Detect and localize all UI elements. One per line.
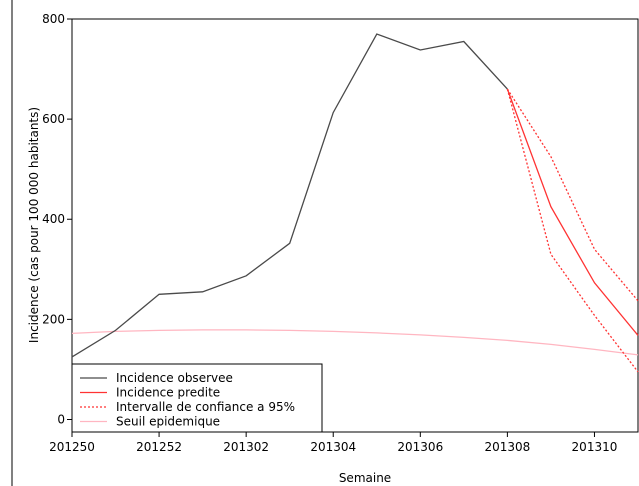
- y-tick-label: 0: [57, 412, 65, 426]
- x-tick-label: 201304: [310, 440, 356, 454]
- x-tick-label: 201302: [223, 440, 269, 454]
- y-tick-label: 800: [42, 12, 65, 26]
- series-line-confidence-bound: [506, 88, 639, 302]
- y-axis-title: Incidence (cas pour 100 000 habitants): [27, 107, 41, 343]
- x-tick-label: 201250: [49, 440, 95, 454]
- series-line-incidence-observee: [71, 33, 508, 358]
- series-line-incidence-predite: [506, 88, 639, 336]
- x-axis-title: Semaine: [339, 471, 391, 485]
- y-tick-label: 600: [42, 112, 65, 126]
- legend-label: Intervalle de confiance a 95%: [116, 400, 295, 414]
- legend-box: [71, 363, 323, 433]
- y-axis: 0 200 400 600 800: [42, 12, 72, 426]
- series-line-confidence-bound: [506, 88, 639, 373]
- plot-frame: [71, 18, 639, 433]
- legend-label: Incidence predite: [116, 386, 220, 400]
- legend-label: Incidence observee: [116, 371, 233, 385]
- y-tick-label: 200: [42, 312, 65, 326]
- series-layer: [71, 33, 639, 373]
- series-line-seuil-epidemique: [71, 329, 639, 356]
- x-tick-label: 201306: [397, 440, 443, 454]
- x-axis: 201250 201252 201302 201304 201306 201308 2013…: [49, 432, 617, 454]
- legend-label: Seuil epidemique: [116, 415, 220, 429]
- x-tick-label: 201310: [572, 440, 618, 454]
- y-tick-label: 400: [42, 212, 65, 226]
- x-tick-label: 201308: [484, 440, 530, 454]
- x-tick-label: 201252: [136, 440, 182, 454]
